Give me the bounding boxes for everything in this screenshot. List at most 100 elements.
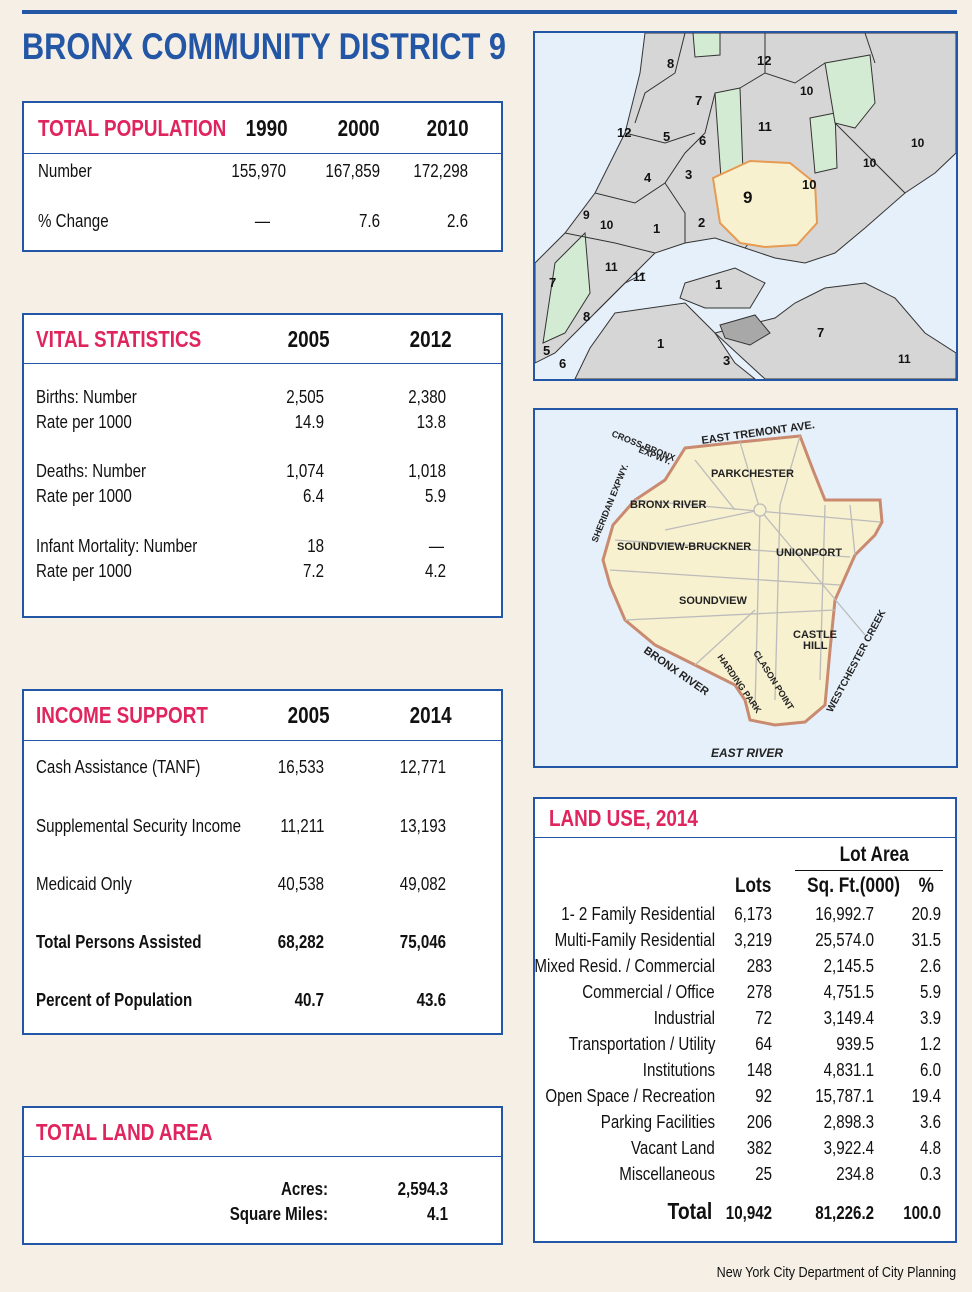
neighborhood-label: CASTLE bbox=[793, 629, 837, 641]
row-label: Deaths: Number bbox=[36, 461, 147, 481]
district-map: EAST TREMONT AVE. CROSS-BRONX EXPWY. SHE… bbox=[533, 408, 958, 768]
map-label: 12 bbox=[617, 125, 631, 140]
row-label: Number bbox=[38, 161, 92, 181]
pct-cell: 3.9 bbox=[919, 1008, 941, 1028]
neighborhood-label: SOUNDVIEW bbox=[679, 595, 747, 607]
row-label: Square Miles: bbox=[229, 1204, 328, 1224]
total-population-label: TOTAL POPULATION bbox=[38, 115, 227, 141]
map-label: 10 bbox=[911, 136, 925, 150]
value: 12,771 bbox=[399, 757, 446, 777]
year-2012: 2012 bbox=[409, 326, 452, 352]
value: 14.9 bbox=[294, 412, 324, 432]
value: 13.8 bbox=[416, 412, 446, 432]
sqft-cell: 4,831.1 bbox=[823, 1060, 874, 1080]
year-2010: 2010 bbox=[426, 115, 469, 141]
total-label: Total bbox=[667, 1198, 712, 1224]
year-2000: 2000 bbox=[337, 115, 380, 141]
value: 13,193 bbox=[399, 816, 446, 836]
pct-cell: 19.4 bbox=[911, 1086, 941, 1106]
neighborhood-label: UNIONPORT bbox=[776, 547, 842, 559]
income-support-box: INCOME SUPPORT 2005 2014 Cash Assistance… bbox=[22, 689, 503, 1035]
land-use-label-cell: Multi-Family Residential bbox=[554, 930, 715, 950]
sqft-cell: 15,787.1 bbox=[815, 1086, 874, 1106]
year-2005: 2005 bbox=[287, 702, 330, 728]
total-land-area-box: TOTAL LAND AREA Acres: 2,594.3 Square Mi… bbox=[22, 1106, 503, 1245]
value: 2.6 bbox=[446, 211, 468, 231]
value: 40,538 bbox=[277, 874, 324, 894]
land-use-label-cell: Parking Facilities bbox=[600, 1112, 715, 1132]
value: 2,594.3 bbox=[397, 1179, 448, 1199]
pct-cell: 6.0 bbox=[919, 1060, 941, 1080]
lots-cell: 148 bbox=[746, 1060, 772, 1080]
map-label: 8 bbox=[583, 309, 590, 324]
value: 7.6 bbox=[358, 211, 380, 231]
row-label: Rate per 1000 bbox=[36, 561, 132, 581]
row-label: Medicaid Only bbox=[36, 874, 132, 894]
total-pct: 100.0 bbox=[903, 1203, 941, 1223]
lots-cell: 72 bbox=[755, 1008, 772, 1028]
sqft-cell: 3,922.4 bbox=[823, 1138, 874, 1158]
total-population-box: TOTAL POPULATION 1990 2000 2010 Number 1… bbox=[22, 101, 503, 252]
lots-cell: 64 bbox=[755, 1034, 772, 1054]
land-use-label: LAND USE, 2014 bbox=[549, 805, 698, 831]
land-use-label-cell: Institutions bbox=[642, 1060, 715, 1080]
value: 40.7 bbox=[294, 990, 324, 1010]
sqft-cell: 2,898.3 bbox=[823, 1112, 874, 1132]
sqft-cell: 4,751.5 bbox=[823, 982, 874, 1002]
lots-cell: 25 bbox=[755, 1164, 772, 1184]
water-label-east-river: EAST RIVER bbox=[711, 746, 783, 760]
value: 5.9 bbox=[424, 486, 446, 506]
total-land-area-header: TOTAL LAND AREA bbox=[24, 1108, 501, 1157]
value: 68,282 bbox=[277, 932, 324, 952]
total-lots: 10,942 bbox=[725, 1203, 772, 1223]
value: 1,074 bbox=[286, 461, 324, 481]
map-label: 8 bbox=[667, 56, 674, 71]
vital-statistics-header: VITAL STATISTICS 2005 2012 bbox=[24, 315, 501, 364]
credit-text: New York City Department of City Plannin… bbox=[716, 1264, 956, 1281]
row-label: Supplemental Security Income bbox=[36, 816, 242, 836]
income-support-header: INCOME SUPPORT 2005 2014 bbox=[24, 691, 501, 741]
map-label: 6 bbox=[699, 133, 706, 148]
value: 75,046 bbox=[399, 932, 446, 952]
map-label: 1 bbox=[715, 277, 722, 292]
neighborhood-label: HILL bbox=[803, 640, 828, 652]
map-label: 11 bbox=[633, 270, 646, 284]
lots-cell: 3,219 bbox=[734, 930, 772, 950]
map-label: 3 bbox=[723, 353, 730, 368]
total-population-header: TOTAL POPULATION 1990 2000 2010 bbox=[24, 103, 501, 154]
value: — bbox=[428, 536, 444, 556]
pct-cell: 0.3 bbox=[919, 1164, 941, 1184]
map-label: 4 bbox=[644, 170, 652, 185]
land-use-label-cell: 1- 2 Family Residential bbox=[561, 904, 715, 924]
map-label: 2 bbox=[698, 215, 705, 230]
map-label: 6 bbox=[559, 356, 566, 371]
land-use-label-cell: Vacant Land bbox=[631, 1138, 715, 1158]
page-title: BRONX COMMUNITY DISTRICT 9 bbox=[22, 26, 506, 67]
row-label: Rate per 1000 bbox=[36, 486, 132, 506]
value: 155,970 bbox=[231, 161, 286, 181]
year-2005: 2005 bbox=[287, 326, 330, 352]
land-use-label-cell: Transportation / Utility bbox=[568, 1034, 715, 1054]
year-2014: 2014 bbox=[409, 702, 452, 728]
neighborhood-label: BRONX RIVER bbox=[630, 499, 706, 511]
lots-cell: 6,173 bbox=[734, 904, 772, 924]
map-label: 11 bbox=[758, 119, 772, 134]
row-label: Total Persons Assisted bbox=[36, 932, 202, 952]
value: 1,018 bbox=[408, 461, 446, 481]
value: 43.6 bbox=[416, 990, 446, 1010]
lots-cell: 382 bbox=[746, 1138, 772, 1158]
map-label: 10 bbox=[863, 156, 877, 170]
vital-statistics-label: VITAL STATISTICS bbox=[36, 326, 202, 352]
value: 167,859 bbox=[325, 161, 380, 181]
map-label: 7 bbox=[549, 275, 556, 290]
land-use-box: LAND USE, 2014 Lot Area Lots Sq. Ft.(000… bbox=[533, 797, 957, 1243]
map-label: 10 bbox=[802, 177, 816, 192]
col-lots-header: Lots bbox=[734, 874, 772, 897]
top-rule bbox=[22, 10, 957, 14]
value: — bbox=[254, 211, 270, 231]
value: 4.1 bbox=[426, 1204, 448, 1224]
pct-cell: 4.8 bbox=[919, 1138, 941, 1158]
lots-cell: 278 bbox=[746, 982, 772, 1002]
map-label: 1 bbox=[657, 336, 664, 351]
map-label: 5 bbox=[663, 129, 670, 144]
